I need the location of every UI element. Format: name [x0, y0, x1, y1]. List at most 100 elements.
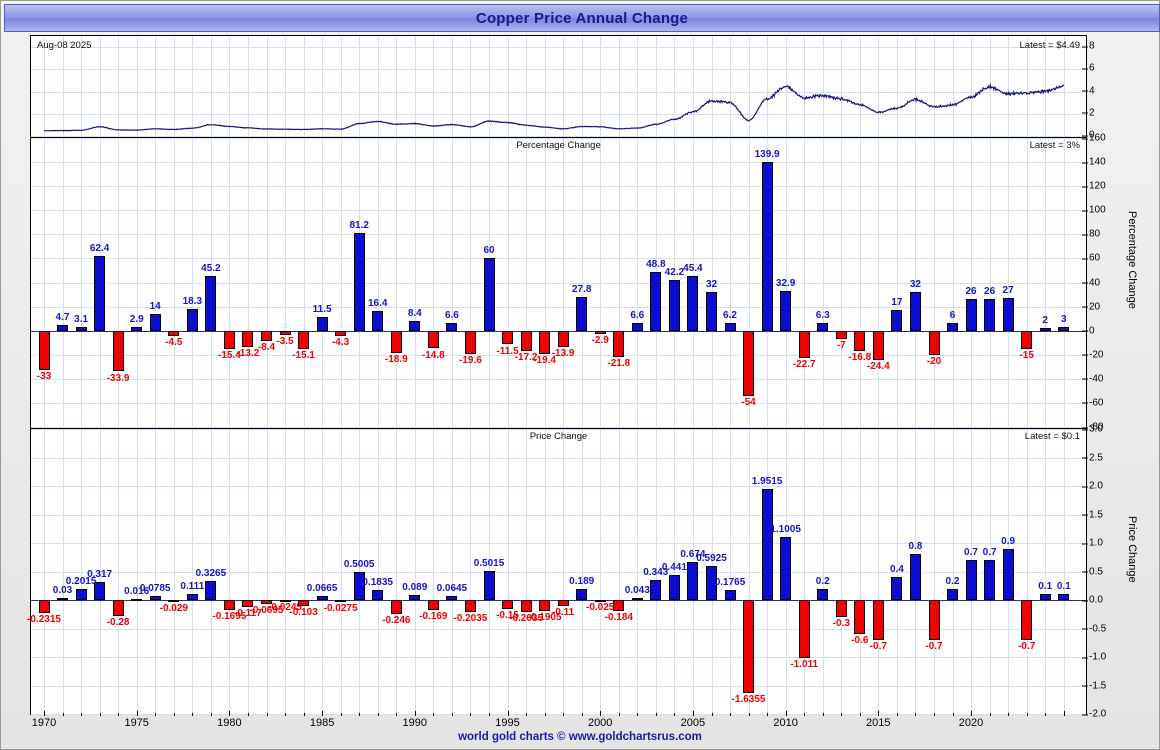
- bar-2022[interactable]: [1002, 548, 1014, 600]
- bar-2000[interactable]: [594, 600, 606, 602]
- bar-2017[interactable]: [909, 292, 921, 331]
- bar-1975[interactable]: [131, 599, 143, 602]
- bar-1993[interactable]: [464, 600, 476, 612]
- bar-2016[interactable]: [891, 310, 903, 331]
- bar-1995[interactable]: [502, 600, 513, 609]
- bar-2010[interactable]: [780, 291, 792, 331]
- bar-2005[interactable]: [687, 276, 699, 331]
- bar-1973[interactable]: [94, 581, 106, 600]
- bar-1989[interactable]: [390, 600, 402, 614]
- bar-1980[interactable]: [223, 330, 235, 350]
- bar-2008[interactable]: [743, 600, 754, 694]
- bar-2006[interactable]: [706, 292, 717, 331]
- bar-2025[interactable]: [1058, 594, 1070, 600]
- bar-2010[interactable]: [780, 537, 792, 600]
- bar-1985[interactable]: [316, 596, 328, 600]
- bar-1982[interactable]: [261, 330, 272, 341]
- bar-1976[interactable]: [149, 595, 161, 600]
- bar-1987[interactable]: [353, 232, 365, 331]
- bar-1974[interactable]: [112, 600, 124, 616]
- bar-2024[interactable]: [1039, 328, 1051, 331]
- bar-1991[interactable]: [427, 330, 439, 349]
- bar-1975[interactable]: [131, 327, 143, 331]
- bar-1995[interactable]: [502, 330, 513, 345]
- bar-1972[interactable]: [75, 326, 87, 331]
- bar-2013[interactable]: [835, 330, 847, 340]
- bar-1980[interactable]: [223, 600, 235, 610]
- bar-1992[interactable]: [446, 322, 458, 331]
- bar-2017[interactable]: [909, 554, 921, 600]
- bar-2025[interactable]: [1058, 327, 1070, 331]
- bar-2023[interactable]: [1021, 600, 1033, 640]
- bar-2014[interactable]: [854, 330, 866, 351]
- bar-2012[interactable]: [817, 588, 829, 600]
- bar-1971[interactable]: [57, 598, 68, 601]
- bar-1994[interactable]: [483, 258, 495, 331]
- bar-2005[interactable]: [687, 561, 699, 600]
- bar-2002[interactable]: [631, 597, 643, 600]
- bar-2021[interactable]: [984, 560, 996, 600]
- bar-1982[interactable]: [261, 600, 272, 604]
- bar-2016[interactable]: [891, 577, 903, 600]
- bar-1986[interactable]: [335, 600, 347, 602]
- bar-2001[interactable]: [613, 330, 625, 357]
- bar-2021[interactable]: [984, 299, 996, 331]
- bar-2020[interactable]: [965, 560, 977, 600]
- bar-2014[interactable]: [854, 600, 866, 635]
- bar-2003[interactable]: [650, 271, 662, 331]
- bar-2011[interactable]: [798, 330, 810, 358]
- bar-2003[interactable]: [650, 580, 662, 600]
- bar-2011[interactable]: [798, 600, 810, 658]
- bar-1996[interactable]: [520, 330, 532, 352]
- bar-1990[interactable]: [409, 320, 421, 331]
- bar-1992[interactable]: [446, 596, 458, 600]
- bar-2000[interactable]: [594, 330, 606, 335]
- bar-1988[interactable]: [372, 310, 384, 331]
- bar-1977[interactable]: [168, 330, 180, 337]
- bar-2019[interactable]: [947, 323, 958, 331]
- bar-1997[interactable]: [539, 600, 551, 611]
- bar-2023[interactable]: [1021, 330, 1033, 349]
- bar-1972[interactable]: [75, 588, 87, 600]
- bar-1973[interactable]: [94, 255, 106, 331]
- bar-2024[interactable]: [1039, 594, 1051, 600]
- bar-2020[interactable]: [965, 299, 977, 331]
- bar-2007[interactable]: [724, 589, 736, 600]
- bar-1970[interactable]: [38, 600, 50, 614]
- bar-2006[interactable]: [706, 566, 717, 600]
- bar-1986[interactable]: [335, 330, 347, 336]
- bar-1987[interactable]: [353, 571, 365, 600]
- bar-2004[interactable]: [668, 574, 680, 600]
- bar-1974[interactable]: [112, 330, 124, 372]
- bar-1988[interactable]: [372, 589, 384, 600]
- bar-2022[interactable]: [1002, 298, 1014, 331]
- bar-1998[interactable]: [557, 600, 569, 607]
- bar-1978[interactable]: [186, 593, 198, 600]
- bar-1996[interactable]: [520, 600, 532, 612]
- bar-2009[interactable]: [761, 162, 773, 331]
- bar-1984[interactable]: [298, 600, 310, 606]
- bar-2009[interactable]: [761, 488, 773, 600]
- bar-1999[interactable]: [576, 297, 588, 331]
- bar-2015[interactable]: [872, 330, 884, 361]
- bar-2008[interactable]: [743, 330, 754, 396]
- bar-1997[interactable]: [539, 330, 551, 355]
- bar-1998[interactable]: [557, 330, 569, 348]
- bar-1991[interactable]: [427, 600, 439, 610]
- bar-1976[interactable]: [149, 313, 161, 331]
- bar-1979[interactable]: [205, 276, 217, 331]
- bar-1977[interactable]: [168, 600, 180, 602]
- bar-2012[interactable]: [817, 323, 829, 331]
- bar-1989[interactable]: [390, 330, 402, 354]
- bar-2015[interactable]: [872, 600, 884, 640]
- bar-2004[interactable]: [668, 279, 680, 331]
- bar-1978[interactable]: [186, 308, 198, 331]
- bar-2007[interactable]: [724, 323, 736, 331]
- bar-1981[interactable]: [242, 330, 254, 347]
- bar-1983[interactable]: [279, 330, 291, 335]
- bar-1990[interactable]: [409, 594, 421, 600]
- bar-2001[interactable]: [613, 600, 625, 611]
- bar-1981[interactable]: [242, 600, 254, 607]
- bar-2019[interactable]: [947, 588, 958, 600]
- bar-1971[interactable]: [57, 325, 68, 331]
